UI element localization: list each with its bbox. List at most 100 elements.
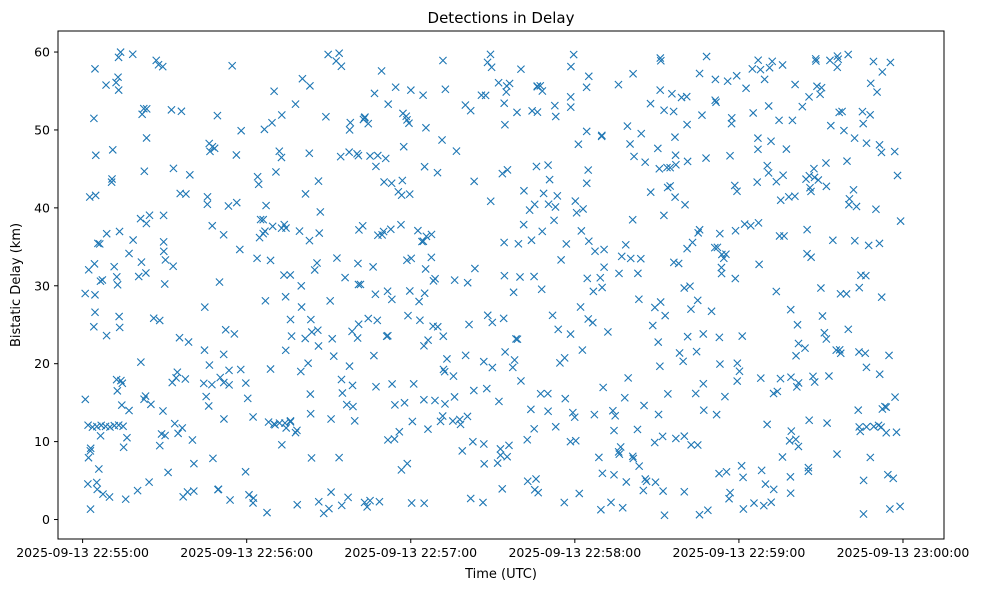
chart-title: Detections in Delay xyxy=(428,9,575,27)
detection-point xyxy=(199,379,208,388)
detection-point xyxy=(504,441,513,450)
detection-point xyxy=(292,426,301,435)
detection-point xyxy=(885,351,894,360)
detection-point xyxy=(91,308,100,317)
detection-point xyxy=(877,423,886,432)
y-tick-label: 60 xyxy=(34,45,50,60)
detection-point xyxy=(501,347,510,356)
detection-point xyxy=(282,423,291,432)
detection-point xyxy=(603,327,612,336)
detection-point xyxy=(608,406,617,415)
detection-point xyxy=(390,400,399,409)
y-tick-label: 30 xyxy=(34,278,50,293)
detection-point xyxy=(712,410,721,419)
detection-point xyxy=(782,145,791,154)
detection-point xyxy=(671,160,680,169)
detection-point xyxy=(778,60,787,69)
detection-point xyxy=(346,118,355,127)
detection-point xyxy=(116,48,125,57)
detection-point xyxy=(805,92,814,101)
detection-point xyxy=(301,189,310,198)
x-tick-label: 2025-09-13 23:00:00 xyxy=(837,545,970,560)
detection-point xyxy=(155,441,164,450)
detection-point xyxy=(832,346,841,355)
detection-point xyxy=(90,64,99,73)
detection-point xyxy=(787,427,796,436)
detection-point xyxy=(543,389,552,398)
detection-point xyxy=(348,381,357,390)
detection-point xyxy=(722,467,731,476)
detection-point xyxy=(590,410,599,419)
detection-point xyxy=(737,461,746,470)
detection-point xyxy=(537,285,546,294)
detection-point xyxy=(765,63,774,72)
detection-point xyxy=(293,500,302,509)
detection-point xyxy=(791,435,800,444)
detection-point xyxy=(821,159,830,168)
detection-point xyxy=(711,96,720,105)
detection-point xyxy=(772,287,781,296)
detection-point xyxy=(350,416,359,425)
detection-point xyxy=(807,187,815,196)
detection-point xyxy=(465,320,474,329)
detection-point xyxy=(439,365,448,374)
detection-point xyxy=(695,69,704,78)
detection-point xyxy=(500,120,509,129)
detection-point xyxy=(838,107,847,116)
detection-point xyxy=(623,122,632,131)
detection-point xyxy=(717,269,726,278)
detection-point xyxy=(880,402,889,411)
detection-point xyxy=(594,453,603,462)
detection-point xyxy=(536,389,545,398)
detection-point xyxy=(232,150,241,159)
detection-point xyxy=(826,121,835,130)
detection-point xyxy=(241,379,250,388)
detection-point xyxy=(629,454,638,463)
detection-point xyxy=(177,107,186,116)
detection-point xyxy=(650,438,659,447)
detection-point xyxy=(306,390,315,399)
detection-point xyxy=(417,237,426,246)
detection-point xyxy=(510,356,519,365)
detection-point xyxy=(280,220,289,229)
detection-point xyxy=(91,191,100,200)
detection-point xyxy=(538,227,547,236)
detection-point xyxy=(219,350,228,359)
detection-point xyxy=(844,50,853,59)
detection-point xyxy=(314,341,323,350)
detection-point xyxy=(816,90,825,99)
detection-point xyxy=(850,134,859,143)
detection-point xyxy=(693,296,702,305)
detection-point xyxy=(369,262,378,271)
detection-point xyxy=(370,89,379,98)
detection-point xyxy=(633,425,642,434)
detection-point xyxy=(398,176,407,185)
detection-point xyxy=(128,50,137,59)
detection-point xyxy=(769,485,778,494)
detection-point xyxy=(327,415,336,423)
detection-point xyxy=(305,236,314,245)
detection-point xyxy=(214,485,223,494)
detection-point xyxy=(566,330,575,339)
detection-point xyxy=(628,452,637,461)
detection-point xyxy=(866,453,875,462)
detection-point xyxy=(98,490,107,499)
detection-point xyxy=(834,55,843,64)
detection-point xyxy=(208,142,217,151)
detection-point xyxy=(386,225,395,234)
detection-point xyxy=(461,351,470,360)
y-axis-title: Bistatic Delay (km) xyxy=(9,223,24,347)
detection-point xyxy=(115,227,124,236)
detection-point xyxy=(336,152,345,161)
detection-point xyxy=(727,113,736,122)
detection-point xyxy=(508,363,517,372)
detection-point xyxy=(348,402,357,411)
detection-point xyxy=(81,289,90,298)
detection-point xyxy=(579,204,588,213)
detection-point xyxy=(811,54,820,63)
detection-point xyxy=(266,365,275,374)
detection-point xyxy=(348,327,357,336)
detection-point xyxy=(733,359,742,368)
detection-point xyxy=(877,293,886,302)
detection-point xyxy=(253,172,262,181)
